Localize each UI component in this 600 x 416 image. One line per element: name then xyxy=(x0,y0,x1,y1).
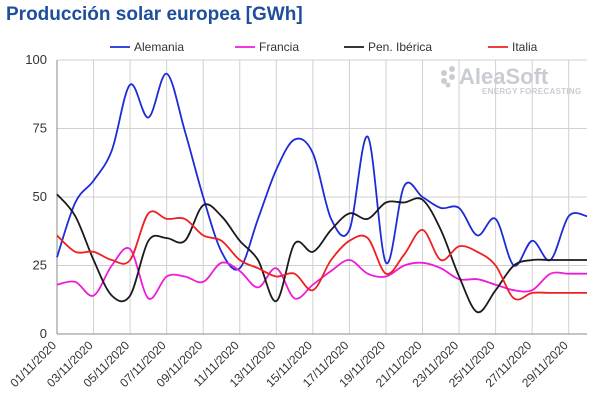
legend-label: Italia xyxy=(512,40,538,54)
legend-label: Alemania xyxy=(134,40,184,54)
series-line-pen-ib-rica xyxy=(56,193,587,314)
logo-mark xyxy=(441,66,455,88)
logo-text: AleaSoft xyxy=(459,64,549,89)
chart-title: Producción solar europea [GWh] xyxy=(6,4,303,25)
legend-label: Francia xyxy=(259,40,299,54)
logo-subtext: ENERGY FORECASTING xyxy=(482,87,582,96)
aleasoft-logo: AleaSoft ENERGY FORECASTING xyxy=(441,64,582,96)
gridlines xyxy=(56,59,587,335)
legend-label: Pen. Ibérica xyxy=(368,40,432,54)
y-tick-label: 100 xyxy=(25,52,47,67)
axes: 025507510001/11/202003/11/202005/11/2020… xyxy=(7,52,587,390)
y-tick-label: 75 xyxy=(33,121,47,136)
y-tick-label: 25 xyxy=(33,258,47,273)
series-line-italia xyxy=(56,210,587,301)
y-tick-label: 50 xyxy=(33,189,47,204)
legend: Alemania Francia Pen. Ibérica Italia xyxy=(110,40,538,54)
series-line-alemania xyxy=(56,72,588,271)
series-lines xyxy=(56,72,588,314)
y-tick-label: 0 xyxy=(40,326,47,341)
